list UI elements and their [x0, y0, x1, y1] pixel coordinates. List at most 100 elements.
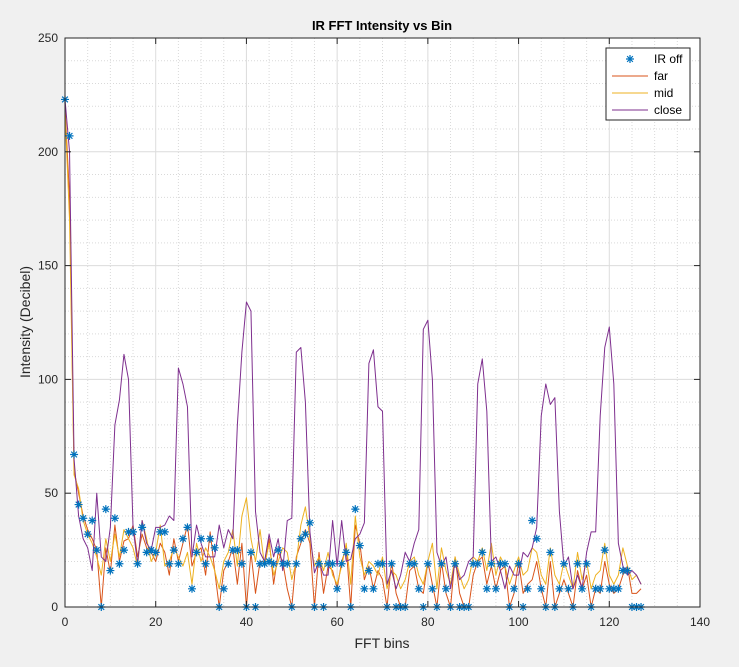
data-point	[74, 500, 83, 509]
data-point	[110, 514, 119, 523]
data-point	[233, 546, 242, 555]
data-point	[269, 559, 278, 568]
series-close	[64, 99, 642, 590]
ticks-layer: 0 20 40 60 80 100 120 140 0 50 100 150 200 250	[38, 31, 710, 629]
data-point	[423, 559, 432, 568]
data-point	[360, 584, 369, 593]
data-point	[324, 559, 333, 568]
data-point	[532, 534, 541, 543]
data-point	[219, 584, 228, 593]
legend-entry-mid: mid	[612, 86, 673, 100]
x-tick-label: 80	[421, 615, 435, 629]
data-point	[369, 584, 378, 593]
data-point	[355, 541, 364, 550]
data-point	[582, 559, 591, 568]
data-point	[410, 559, 419, 568]
data-point	[138, 523, 147, 532]
data-point	[478, 548, 487, 557]
legend-label: mid	[654, 86, 673, 100]
data-point	[147, 546, 156, 555]
data-point	[373, 559, 382, 568]
data-point	[387, 559, 396, 568]
data-point	[623, 566, 632, 575]
data-point	[256, 559, 265, 568]
x-tick-label: 40	[240, 615, 254, 629]
legend-label: IR off	[654, 52, 683, 66]
data-point	[496, 559, 505, 568]
data-point	[514, 559, 523, 568]
series-line-far	[64, 106, 642, 608]
data-point	[101, 505, 110, 514]
data-point	[333, 584, 342, 593]
series-line-close	[64, 99, 642, 590]
data-point	[70, 450, 79, 459]
data-point	[192, 548, 201, 557]
data-point	[228, 546, 237, 555]
data-point	[523, 584, 532, 593]
legend-entry-far: far	[612, 69, 668, 83]
data-point	[573, 559, 582, 568]
plot-frame	[64, 37, 701, 608]
data-point	[119, 546, 128, 555]
data-point	[88, 516, 97, 525]
data-point	[265, 557, 274, 566]
data-point	[578, 584, 587, 593]
data-point	[564, 584, 573, 593]
data-point	[546, 548, 555, 557]
data-point	[618, 566, 627, 575]
data-point	[206, 534, 215, 543]
data-point	[283, 559, 292, 568]
data-point	[351, 505, 360, 514]
data-point	[129, 527, 138, 536]
x-tick-label: 20	[149, 615, 163, 629]
y-tick-label: 100	[38, 372, 58, 386]
data-point	[510, 584, 519, 593]
y-tick-label: 50	[45, 486, 59, 500]
data-point	[210, 543, 219, 552]
data-point	[487, 559, 496, 568]
data-point	[428, 584, 437, 593]
data-point	[237, 559, 246, 568]
x-axis-label: FFT bins	[355, 635, 410, 651]
data-point	[596, 584, 605, 593]
data-point	[305, 518, 314, 527]
data-point	[133, 559, 142, 568]
legend: IR off far mid close	[605, 47, 691, 121]
y-tick-label: 200	[38, 145, 58, 159]
data-point	[614, 584, 623, 593]
data-point	[328, 559, 337, 568]
x-tick-label: 120	[599, 615, 619, 629]
data-point	[188, 584, 196, 593]
data-point	[142, 548, 151, 557]
data-point	[609, 584, 618, 593]
data-point	[160, 527, 169, 536]
data-point	[151, 548, 160, 557]
legend-label: close	[654, 103, 682, 117]
data-point	[337, 559, 346, 568]
data-point	[83, 530, 92, 539]
data-point	[65, 131, 74, 140]
data-point	[296, 534, 305, 543]
data-point	[224, 559, 233, 568]
data-point	[591, 584, 600, 593]
y-axis-label: Intensity (Decibel)	[17, 266, 33, 378]
legend-entry-ir-off: IR off	[626, 52, 683, 66]
data-point	[92, 546, 101, 555]
data-point	[156, 527, 165, 536]
data-point	[491, 584, 500, 593]
data-point	[178, 534, 187, 543]
data-point	[500, 559, 509, 568]
legend-label: far	[654, 69, 668, 83]
x-tick-label: 100	[509, 615, 529, 629]
data-point	[528, 516, 537, 525]
data-point	[600, 546, 609, 555]
data-point	[260, 559, 269, 568]
data-point	[405, 559, 414, 568]
data-point	[292, 559, 301, 568]
data-point	[414, 584, 423, 593]
data-point	[169, 546, 178, 555]
chart-title: IR FFT Intensity vs Bin	[312, 18, 452, 33]
legend-box	[605, 47, 691, 121]
